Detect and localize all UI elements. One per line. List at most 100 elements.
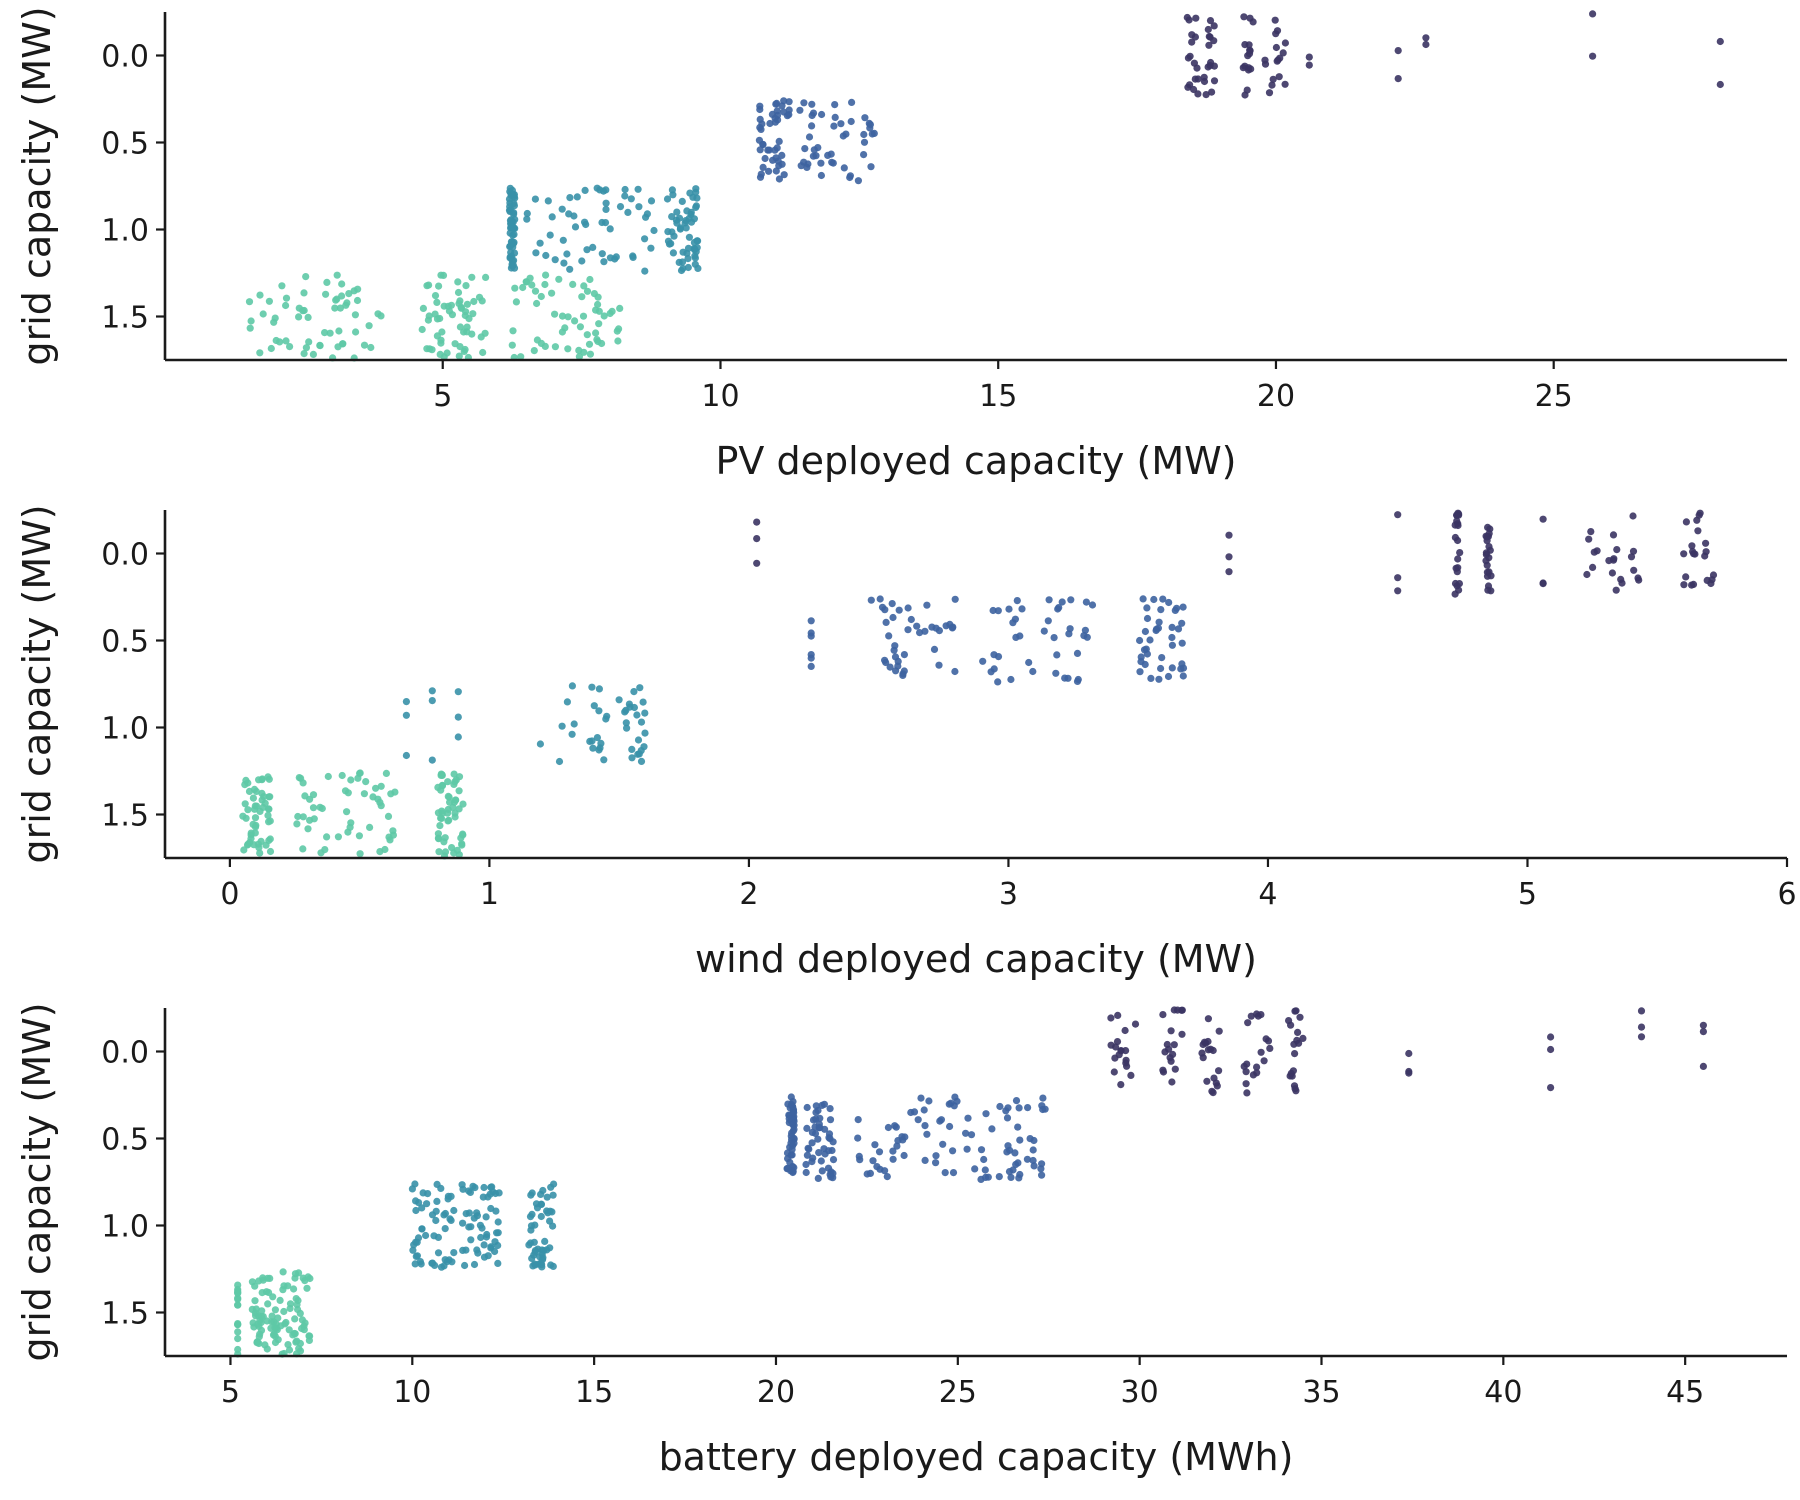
data-point (1141, 660, 1149, 669)
data-point (785, 106, 793, 114)
data-point (594, 300, 602, 309)
data-point (633, 711, 641, 719)
data-point (1192, 14, 1200, 22)
data-point (1007, 1173, 1015, 1181)
data-point (1292, 1087, 1300, 1095)
data-point (566, 194, 574, 202)
data-point (757, 125, 765, 133)
data-point (860, 138, 869, 146)
data-point (616, 203, 625, 211)
data-point (531, 1248, 539, 1256)
data-point (808, 1128, 817, 1136)
data-point (628, 754, 636, 762)
data-point (842, 130, 850, 138)
data-point (506, 184, 514, 192)
data-point (583, 331, 591, 339)
data-point (1014, 1123, 1022, 1131)
data-point (950, 1102, 958, 1110)
data-point (234, 1281, 242, 1289)
data-point (1011, 1149, 1019, 1157)
data-point (586, 275, 594, 284)
data-point (886, 663, 894, 671)
data-point (1117, 1081, 1125, 1089)
data-point (787, 1139, 795, 1147)
data-point (692, 202, 701, 210)
data-point (949, 1147, 957, 1155)
data-point (1005, 605, 1013, 613)
data-point (854, 177, 863, 185)
data-point (343, 808, 351, 816)
data-point (304, 1273, 312, 1281)
data-point (265, 836, 273, 845)
y-tick-label: 0.5 (101, 625, 149, 660)
data-point (602, 199, 610, 207)
data-point (246, 324, 254, 332)
data-point (558, 722, 566, 730)
data-point (881, 1167, 889, 1175)
data-point (901, 1133, 909, 1141)
data-point (637, 747, 645, 755)
data-point (817, 1157, 825, 1165)
data-point (1168, 633, 1176, 642)
data-point (621, 192, 629, 200)
data-point (1113, 1038, 1122, 1046)
data-point (265, 793, 273, 801)
x-tick-label: 10 (393, 1375, 431, 1410)
data-point (629, 253, 637, 261)
data-point (860, 130, 868, 139)
data-point (1296, 1013, 1304, 1021)
data-point (1205, 41, 1213, 49)
data-point (512, 298, 521, 306)
data-point (815, 1120, 823, 1128)
data-point (470, 1260, 479, 1269)
data-point (788, 1129, 796, 1137)
data-point (1629, 547, 1638, 555)
data-point (321, 846, 329, 854)
data-point (637, 718, 646, 726)
data-point (541, 280, 549, 289)
data-point (1171, 1065, 1179, 1073)
data-point (339, 340, 347, 348)
data-point (900, 667, 908, 675)
data-point (807, 662, 815, 671)
data-point (295, 313, 303, 321)
data-point (528, 1189, 536, 1197)
data-point (989, 606, 997, 615)
data-point (459, 1219, 467, 1227)
data-point (1204, 1015, 1212, 1023)
data-point (1190, 85, 1198, 94)
data-point (571, 223, 580, 231)
data-point (300, 350, 308, 358)
data-point (531, 1261, 539, 1269)
data-point (1208, 88, 1216, 96)
data-point (1261, 56, 1269, 64)
data-point (650, 226, 658, 235)
data-point (355, 832, 363, 840)
data-point (568, 730, 576, 738)
data-point (450, 1206, 458, 1215)
data-point (387, 790, 395, 798)
data-point (345, 290, 353, 298)
data-point (1164, 672, 1173, 681)
data-point (1680, 581, 1688, 589)
data-point (1039, 1094, 1047, 1102)
data-point (690, 245, 698, 253)
data-point (1204, 25, 1212, 34)
data-point (1287, 1021, 1295, 1029)
data-point (600, 756, 608, 764)
data-point (818, 110, 826, 119)
data-point (519, 283, 527, 292)
data-point (583, 287, 592, 295)
data-point (1394, 47, 1402, 55)
data-point (1029, 667, 1037, 676)
data-point (548, 213, 556, 221)
data-point (939, 1140, 947, 1148)
data-point (1269, 75, 1277, 83)
data-point (479, 348, 487, 357)
data-point (509, 327, 517, 335)
data-point (1617, 575, 1625, 584)
data-point (469, 310, 477, 318)
data-point (341, 787, 350, 795)
data-point (564, 313, 572, 321)
data-point (775, 175, 784, 183)
